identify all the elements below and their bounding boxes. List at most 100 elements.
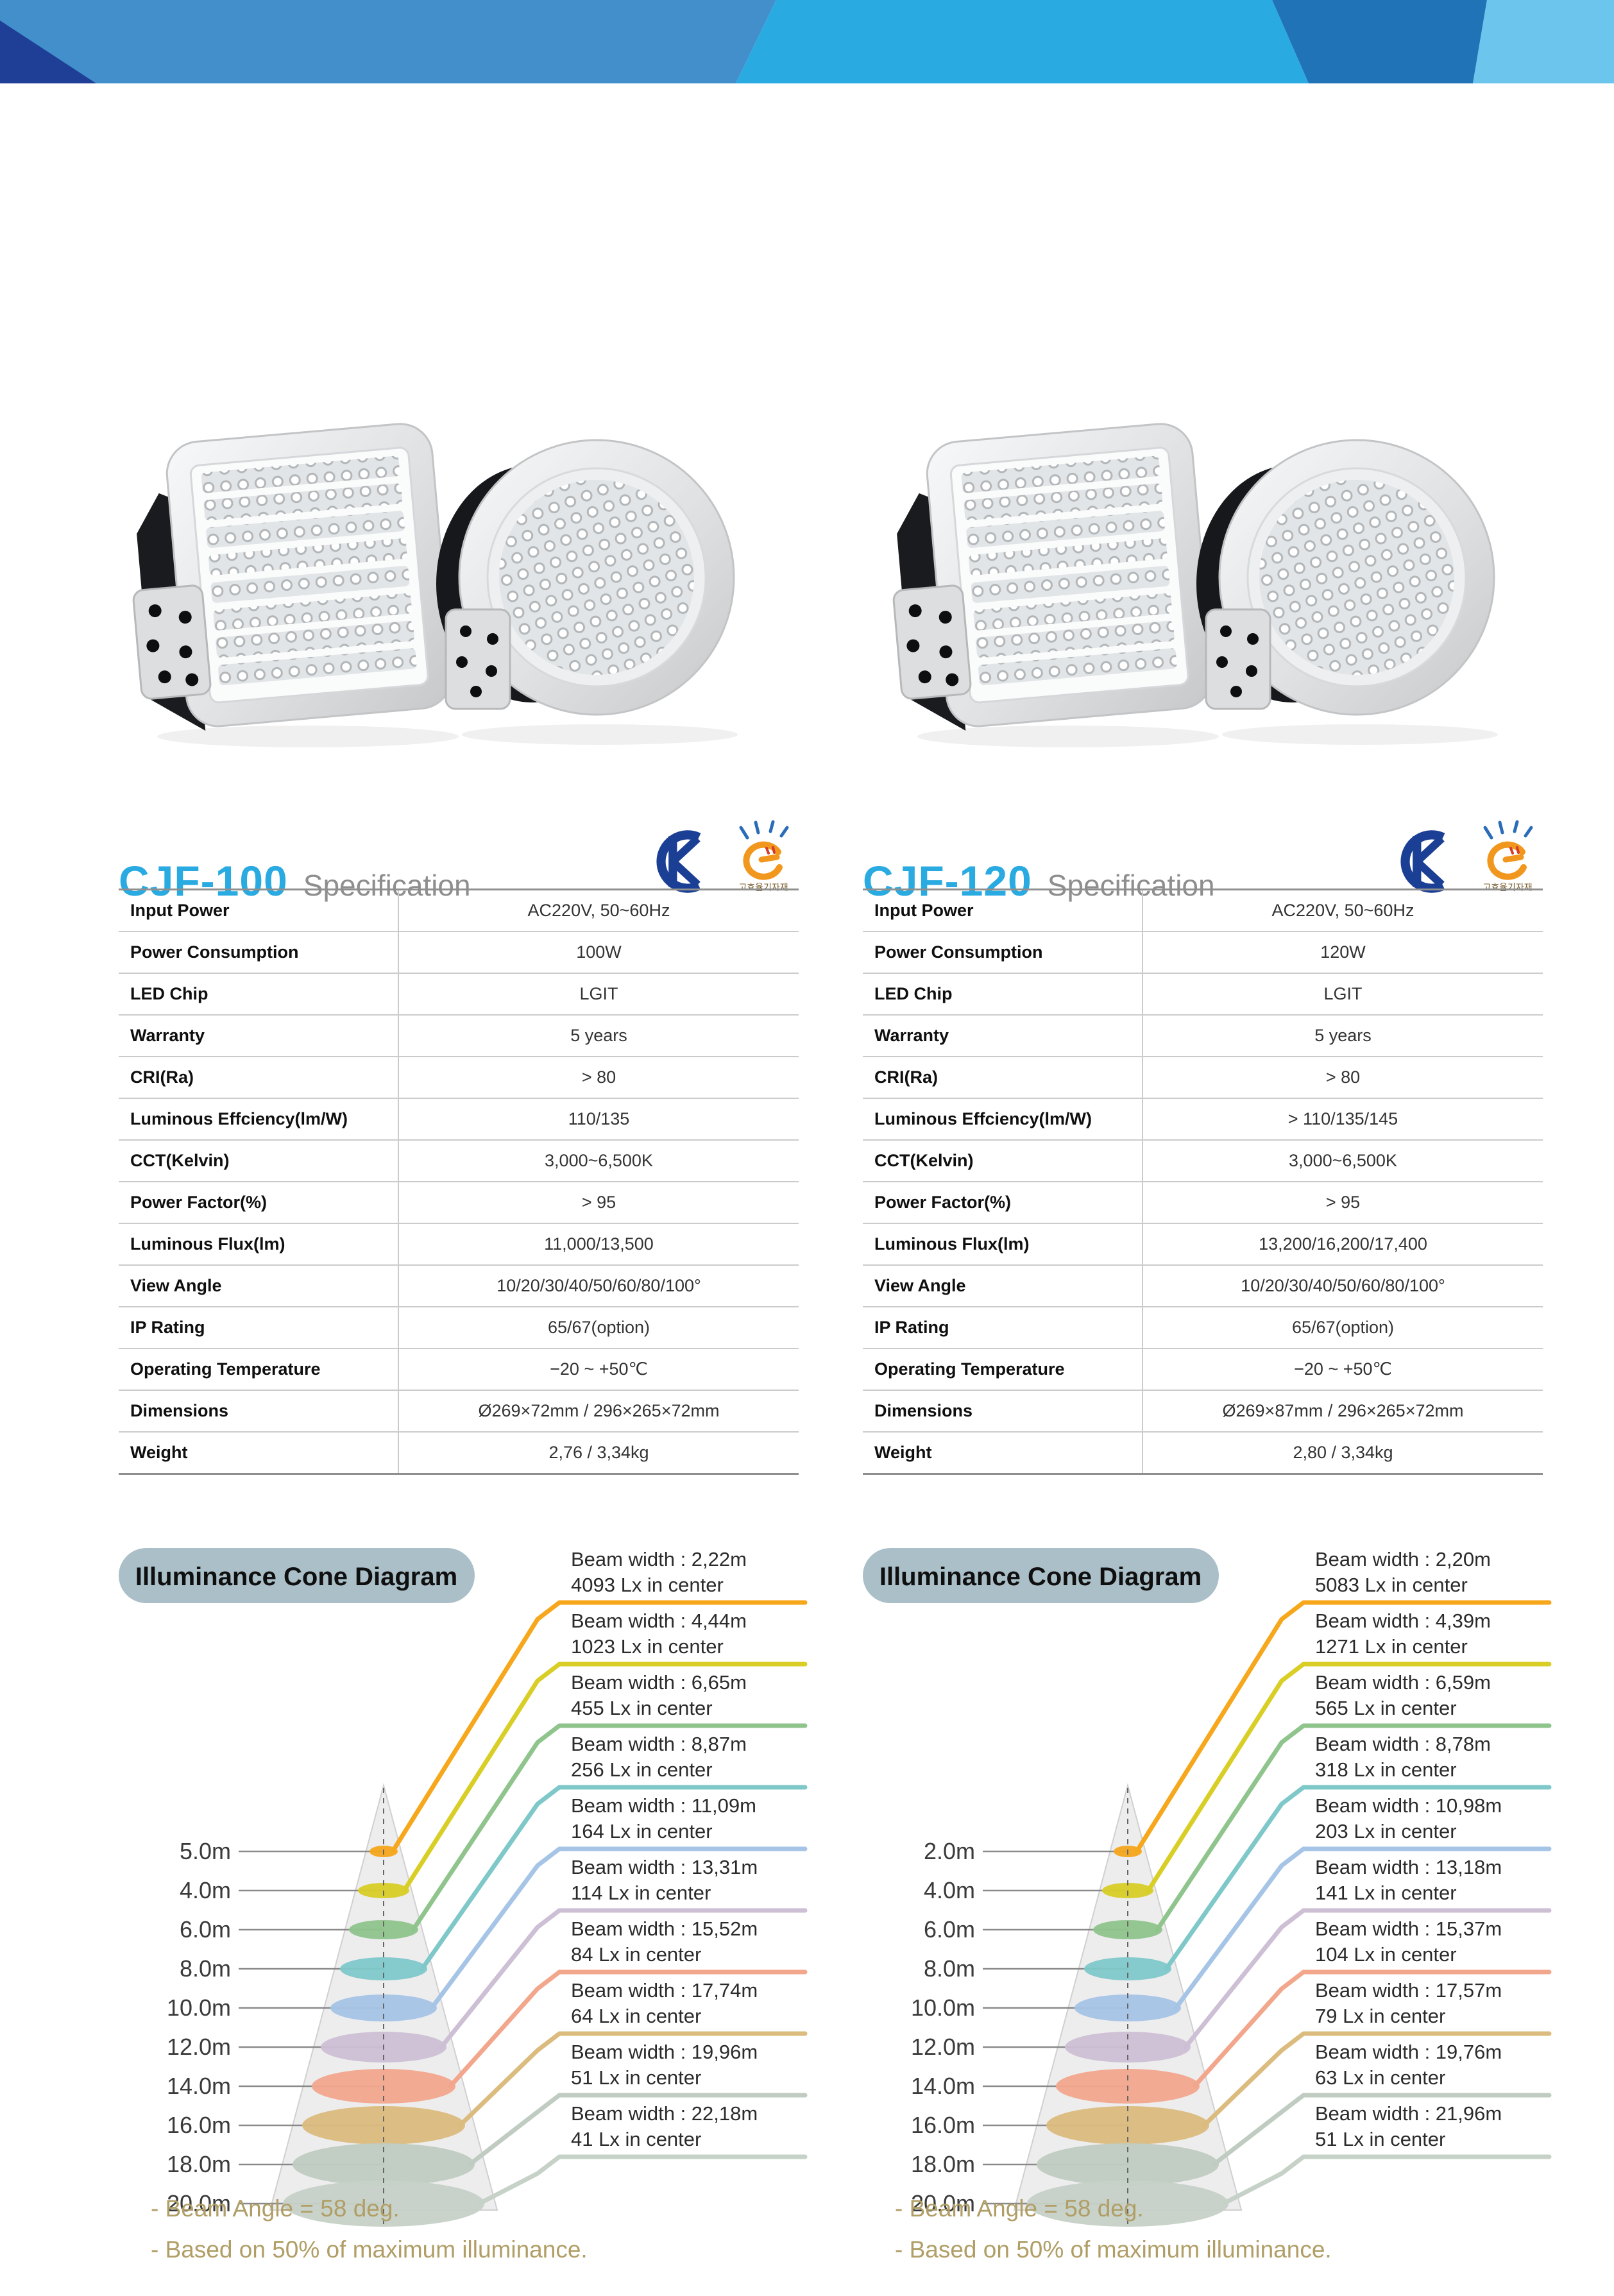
spec-value: 65/67(option): [1142, 1307, 1543, 1348]
high-efficiency-mark-icon: 고효율기자재: [1472, 820, 1543, 892]
product-photo-cjf-100: [122, 420, 738, 749]
section-subtitle: Specification: [1047, 869, 1215, 902]
spec-row: LED Chip LGIT: [863, 973, 1543, 1014]
diagram-title-pill: [119, 1548, 475, 1603]
distance-label: 10.0m: [167, 1994, 231, 2021]
footnote-basis: - Based on 50% of maximum illuminance.: [895, 2236, 1332, 2263]
callout-lux: 4093 Lx in center: [571, 1574, 724, 1596]
callout-leader-line: [1192, 1969, 1552, 2089]
spec-label: Weight: [874, 1443, 932, 1462]
callout-lux: 41 Lx in center: [571, 2128, 701, 2150]
section-header-cjf-120: CJF-120 Specification 고효율기자재: [863, 820, 1543, 905]
callout-lux: 64 Lx in center: [571, 2005, 701, 2027]
spec-label: LED Chip: [874, 984, 953, 1003]
distance-label: 16.0m: [167, 2112, 231, 2138]
spec-value: 5 years: [398, 1016, 799, 1056]
spec-label: Luminous Flux(lm): [130, 1234, 285, 1254]
spec-value: 120W: [1142, 932, 1543, 973]
diagram-title: Illuminance Cone Diagram: [879, 1563, 1202, 1591]
banner-shape-deep-blue: [1272, 0, 1487, 83]
callout-leader-line: [1202, 2031, 1552, 2128]
spec-row: Dimensions Ø269×72mm / 296×265×72mm: [119, 1390, 799, 1431]
certification-marks: 고효율기자재: [655, 820, 799, 896]
spec-table-cjf-100: Input Power AC220V, 50~60Hz Power Consump…: [119, 889, 799, 1475]
callout-lux: 318 Lx in center: [1315, 1758, 1457, 1781]
distance-label: 4.0m: [924, 1877, 975, 1903]
callout-leader-line: [439, 1908, 808, 2050]
distance-label: 6.0m: [180, 1916, 231, 1943]
spec-label: Input Power: [874, 901, 974, 920]
spec-value: > 80: [398, 1057, 799, 1098]
spec-value: > 110/135/145: [1142, 1099, 1543, 1139]
spec-value: 3,000~6,500K: [398, 1141, 799, 1181]
spec-value: −20 ~ +50℃: [398, 1349, 799, 1390]
spec-value: −20 ~ +50℃: [1142, 1349, 1543, 1390]
callout-lux: 203 Lx in center: [1315, 1820, 1457, 1842]
banner-shape-light-blue: [1473, 0, 1614, 83]
callout-lux: 5083 Lx in center: [1315, 1574, 1468, 1596]
distance-label: 14.0m: [911, 2073, 975, 2099]
beam-ellipse: [293, 2143, 475, 2186]
beam-ellipse: [340, 1957, 427, 1980]
spec-row: Luminous Flux(lm) 11,000/13,500: [119, 1223, 799, 1264]
callout-lux: 256 Lx in center: [571, 1758, 713, 1781]
spec-row: View Angle 10/20/30/40/50/60/80/100°: [119, 1264, 799, 1306]
beam-ellipse: [1037, 2143, 1219, 2186]
callout-beam-width: Beam width : 11,09m: [571, 1794, 756, 1817]
spec-row: Input Power AC220V, 50~60Hz: [863, 890, 1543, 931]
certification-marks: 고효율기자재: [1399, 820, 1543, 896]
spec-value: 100W: [398, 932, 799, 973]
spec-value: 3,000~6,500K: [1142, 1141, 1543, 1181]
callout-leader-line: [1211, 2093, 1552, 2167]
callout-lux: 1271 Lx in center: [1315, 1635, 1468, 1658]
distance-label: 5.0m: [180, 1838, 231, 1864]
callout-beam-width: Beam width : 13,18m: [1315, 1856, 1502, 1878]
callout-leader-line: [429, 1846, 808, 2011]
callout-leader-line: [402, 1662, 808, 1893]
distance-label: 12.0m: [911, 2034, 975, 2060]
distance-label: 14.0m: [167, 2073, 231, 2099]
footnote-beam-angle: - Beam Angle = 58 deg.: [895, 2195, 1144, 2222]
spec-row: Warranty 5 years: [119, 1014, 799, 1056]
callout-leader-line: [1164, 1785, 1552, 1971]
callout-lux: 51 Lx in center: [1315, 2128, 1445, 2150]
banner-shape-blue: [0, 0, 776, 83]
spec-row: Luminous Flux(lm) 13,200/16,200/17,400: [863, 1223, 1543, 1264]
callout-leader-line: [477, 2154, 808, 2206]
spec-label: Luminous Flux(lm): [874, 1234, 1030, 1254]
distance-label: 12.0m: [167, 2034, 231, 2060]
callout-lux: 63 Lx in center: [1315, 2066, 1445, 2089]
spec-label: Dimensions: [130, 1401, 229, 1420]
callout-beam-width: Beam width : 6,59m: [1315, 1671, 1491, 1694]
spec-label: Weight: [130, 1443, 188, 1462]
spec-row: Warranty 5 years: [863, 1014, 1543, 1056]
spec-label: Power Factor(%): [874, 1193, 1012, 1212]
callout-beam-width: Beam width : 10,98m: [1315, 1794, 1502, 1817]
callout-leader-line: [1221, 2154, 1552, 2206]
spec-label: Operating Temperature: [874, 1359, 1065, 1379]
distance-label: 20.0m: [911, 2190, 975, 2216]
spec-row: Power Consumption 100W: [119, 931, 799, 973]
spec-row: Luminous Effciency(lm/W) > 110/135/145: [863, 1098, 1543, 1139]
spec-label: View Angle: [130, 1276, 222, 1295]
spec-value: 65/67(option): [398, 1307, 799, 1348]
section-header-cjf-100: CJF-100 Specification 고효율기자재: [119, 820, 799, 905]
spec-row: Operating Temperature −20 ~ +50℃: [119, 1348, 799, 1390]
callout-lux: 141 Lx in center: [1315, 1882, 1457, 1904]
distance-label: 16.0m: [911, 2112, 975, 2138]
diagram-title-pill: [863, 1548, 1219, 1603]
top-banner: [0, 0, 1614, 83]
distance-label: 20.0m: [167, 2190, 231, 2216]
spec-row: Power Consumption 120W: [863, 931, 1543, 973]
spec-value: 2,76 / 3,34kg: [398, 1433, 799, 1473]
callout-beam-width: Beam width : 8,87m: [571, 1733, 747, 1755]
spec-row: CRI(Ra) > 80: [119, 1056, 799, 1098]
callout-beam-width: Beam width : 2,22m: [571, 1548, 747, 1570]
spec-value: > 95: [1142, 1182, 1543, 1223]
callout-beam-width: Beam width : 21,96m: [1315, 2102, 1502, 2125]
spec-value: 5 years: [1142, 1016, 1543, 1056]
callout-leader-line: [448, 1969, 808, 2089]
model-name: CJF-120: [863, 857, 1032, 905]
callout-lux: 104 Lx in center: [1315, 1943, 1457, 1966]
